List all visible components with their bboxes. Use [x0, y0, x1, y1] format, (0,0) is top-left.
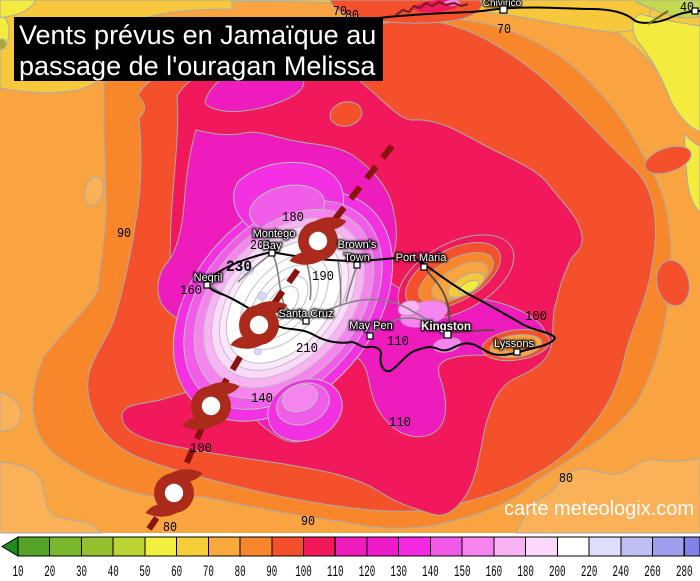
svg-text:70: 70	[497, 22, 511, 38]
svg-text:200: 200	[250, 238, 271, 254]
svg-text:May Pen: May Pen	[349, 320, 392, 332]
svg-text:Town: Town	[344, 252, 370, 264]
svg-text:80: 80	[559, 471, 573, 487]
svg-text:90: 90	[266, 563, 277, 581]
svg-text:150: 150	[454, 563, 471, 581]
svg-text:Negril: Negril	[194, 272, 223, 284]
svg-text:10: 10	[13, 563, 24, 581]
svg-text:Chivirico: Chivirico	[483, 0, 522, 9]
svg-text:140: 140	[251, 391, 273, 407]
svg-text:100: 100	[525, 309, 547, 325]
svg-text:160: 160	[180, 283, 202, 299]
svg-text:60: 60	[171, 563, 182, 581]
svg-text:110: 110	[389, 415, 411, 431]
svg-text:260: 260	[644, 563, 661, 581]
svg-text:220: 220	[581, 563, 598, 581]
svg-text:Port Maria: Port Maria	[396, 252, 448, 264]
svg-text:Chivirico: Chivirico	[483, 0, 522, 9]
svg-text:90: 90	[117, 226, 131, 242]
svg-text:May Pen: May Pen	[349, 320, 392, 332]
svg-text:80: 80	[163, 520, 177, 536]
svg-text:140: 140	[422, 563, 439, 581]
svg-text:30: 30	[76, 563, 87, 581]
svg-text:20: 20	[44, 563, 55, 581]
svg-text:240: 240	[613, 563, 630, 581]
svg-text:180: 180	[282, 210, 304, 226]
svg-text:280: 280	[676, 563, 693, 581]
svg-text:100: 100	[190, 441, 212, 457]
svg-text:Montego: Montego	[253, 228, 296, 240]
svg-text:100: 100	[295, 563, 312, 581]
svg-text:40: 40	[108, 563, 119, 581]
svg-text:Kingston: Kingston	[421, 321, 471, 333]
svg-text:110: 110	[327, 563, 344, 581]
svg-text:Bay: Bay	[263, 240, 282, 252]
svg-text:120: 120	[359, 563, 376, 581]
svg-text:Vents prévus en Jamaïque au: Vents prévus en Jamaïque au	[19, 20, 376, 50]
svg-text:Lyssons: Lyssons	[494, 338, 534, 350]
svg-text:160: 160	[486, 563, 503, 581]
svg-text:Kingston: Kingston	[421, 321, 471, 333]
svg-text:40: 40	[680, 0, 694, 16]
svg-text:Bay: Bay	[263, 240, 282, 252]
svg-text:200: 200	[549, 563, 566, 581]
svg-text:Town: Town	[344, 252, 370, 264]
svg-text:Brown's: Brown's	[338, 239, 377, 251]
svg-text:50: 50	[139, 563, 150, 581]
svg-text:190: 190	[312, 269, 334, 285]
svg-text:80: 80	[235, 563, 246, 581]
svg-text:Negril: Negril	[194, 272, 223, 284]
svg-text:Santa Cruz: Santa Cruz	[278, 308, 333, 320]
svg-text:Port Maria: Port Maria	[396, 252, 448, 264]
svg-text:230: 230	[226, 258, 252, 276]
svg-text:90: 90	[301, 514, 315, 530]
svg-text:70: 70	[333, 4, 347, 20]
svg-text:Brown's: Brown's	[338, 239, 377, 251]
svg-text:130: 130	[390, 563, 407, 581]
svg-text:Santa Cruz: Santa Cruz	[278, 308, 333, 320]
svg-text:70: 70	[203, 563, 214, 581]
svg-text:Montego: Montego	[253, 228, 296, 240]
svg-text:180: 180	[517, 563, 534, 581]
svg-text:Lyssons: Lyssons	[494, 338, 534, 350]
svg-text:210: 210	[296, 341, 318, 357]
svg-text:110: 110	[387, 334, 409, 350]
svg-text:passage de l'ouragan Melissa: passage de l'ouragan Melissa	[19, 51, 376, 81]
svg-text:carte meteologix.com: carte meteologix.com	[504, 498, 694, 520]
